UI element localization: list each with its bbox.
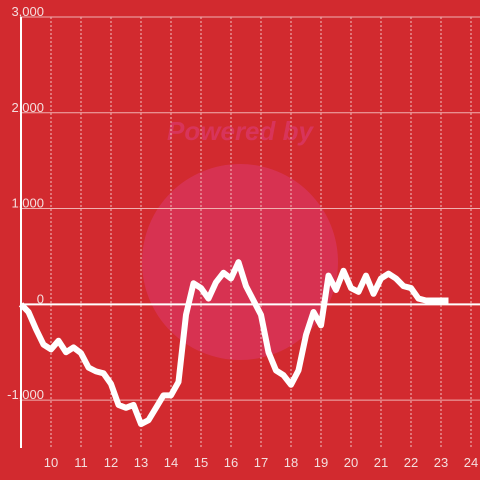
- x-tick-label: 22: [404, 455, 418, 470]
- x-tick-label: 11: [74, 455, 88, 470]
- x-tick-label: 10: [44, 455, 58, 470]
- x-tick-label: 21: [374, 455, 388, 470]
- x-tick-label: 20: [344, 455, 358, 470]
- y-tick-label: 1,000: [11, 196, 44, 211]
- x-tick-label: 16: [224, 455, 238, 470]
- y-tick-label: 0: [37, 291, 44, 306]
- x-tick-label: 13: [134, 455, 148, 470]
- x-tick-label: 18: [284, 455, 298, 470]
- x-tick-label: 19: [314, 455, 328, 470]
- x-tick-label: 15: [194, 455, 208, 470]
- x-tick-label: 23: [434, 455, 448, 470]
- x-tick-label: 17: [254, 455, 268, 470]
- x-tick-label: 24: [464, 455, 478, 470]
- y-tick-label: -1,000: [7, 387, 44, 402]
- y-tick-label: 2,000: [11, 100, 44, 115]
- data-line: [18, 259, 449, 428]
- x-tick-label: 12: [104, 455, 118, 470]
- x-tick-label: 14: [164, 455, 178, 470]
- watermark: Powered by: [167, 116, 314, 146]
- y-tick-label: 3,000: [11, 4, 44, 19]
